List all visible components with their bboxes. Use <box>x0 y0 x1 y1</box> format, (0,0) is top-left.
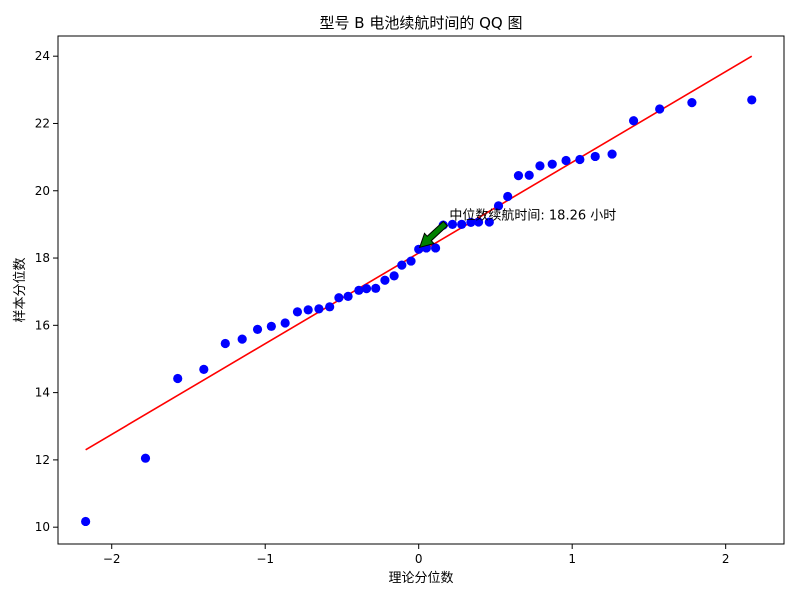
data-point <box>81 516 91 527</box>
data-point <box>607 149 617 159</box>
y-tick-label: 18 <box>35 251 50 265</box>
y-tick-label: 22 <box>35 116 50 130</box>
x-tick-label: 0 <box>415 552 423 566</box>
data-point <box>484 217 494 227</box>
annotation-arrow <box>418 220 449 249</box>
data-point <box>140 453 151 463</box>
data-point <box>503 191 513 202</box>
x-tick-label: −2 <box>103 552 121 566</box>
annotation-text: 中位数续航时间: 18.26 小时 <box>449 208 616 224</box>
data-point <box>493 201 504 211</box>
data-point <box>466 217 476 227</box>
data-point <box>314 304 324 314</box>
x-tick-label: −1 <box>256 552 274 566</box>
x-axis-label: 理论分位数 <box>388 571 453 586</box>
data-point <box>389 271 399 281</box>
data-point <box>655 104 665 114</box>
data-point <box>524 170 534 180</box>
data-point <box>687 98 697 108</box>
data-point <box>237 334 247 344</box>
chart-title: 型号 B 电池续航时间的 QQ 图 <box>320 14 523 32</box>
data-point <box>590 151 600 162</box>
data-point <box>252 324 263 334</box>
data-point <box>561 155 571 166</box>
data-point <box>354 285 364 295</box>
data-point <box>457 219 467 229</box>
x-axis: −2 −1 0 1 2 <box>103 544 730 566</box>
data-point <box>513 171 524 181</box>
data-point <box>547 159 557 169</box>
plot-frame <box>57 35 785 545</box>
data-point <box>292 307 303 317</box>
data-point <box>380 275 390 285</box>
y-tick-label: 10 <box>35 520 50 534</box>
data-point <box>303 305 313 315</box>
data-point <box>325 302 335 312</box>
x-tick-label: 1 <box>568 552 576 566</box>
data-point <box>334 293 344 303</box>
y-axis: 10 12 14 16 18 20 22 24 <box>35 49 58 534</box>
data-point <box>430 243 441 253</box>
data-point <box>628 116 639 126</box>
x-tick-label: 2 <box>722 552 730 566</box>
data-point <box>473 217 484 227</box>
median-annotation: 中位数续航时间: 18.26 小时 <box>418 208 616 249</box>
data-point <box>447 219 458 229</box>
data-point <box>199 364 209 374</box>
y-tick-label: 20 <box>35 184 50 198</box>
data-point <box>173 373 183 384</box>
data-point <box>343 291 353 301</box>
data-point <box>220 338 230 349</box>
data-point <box>266 321 276 331</box>
data-point <box>371 283 381 293</box>
data-point <box>747 95 757 105</box>
y-tick-label: 12 <box>35 453 50 467</box>
y-tick-label: 24 <box>35 49 50 63</box>
data-point <box>397 260 407 270</box>
data-point <box>575 154 585 165</box>
data-point <box>361 284 372 294</box>
y-tick-label: 14 <box>35 386 50 400</box>
y-axis-label: 样本分位数 <box>13 257 28 322</box>
y-tick-label: 16 <box>35 318 50 332</box>
data-point <box>280 318 290 328</box>
data-point <box>535 161 545 171</box>
data-point <box>406 256 416 266</box>
